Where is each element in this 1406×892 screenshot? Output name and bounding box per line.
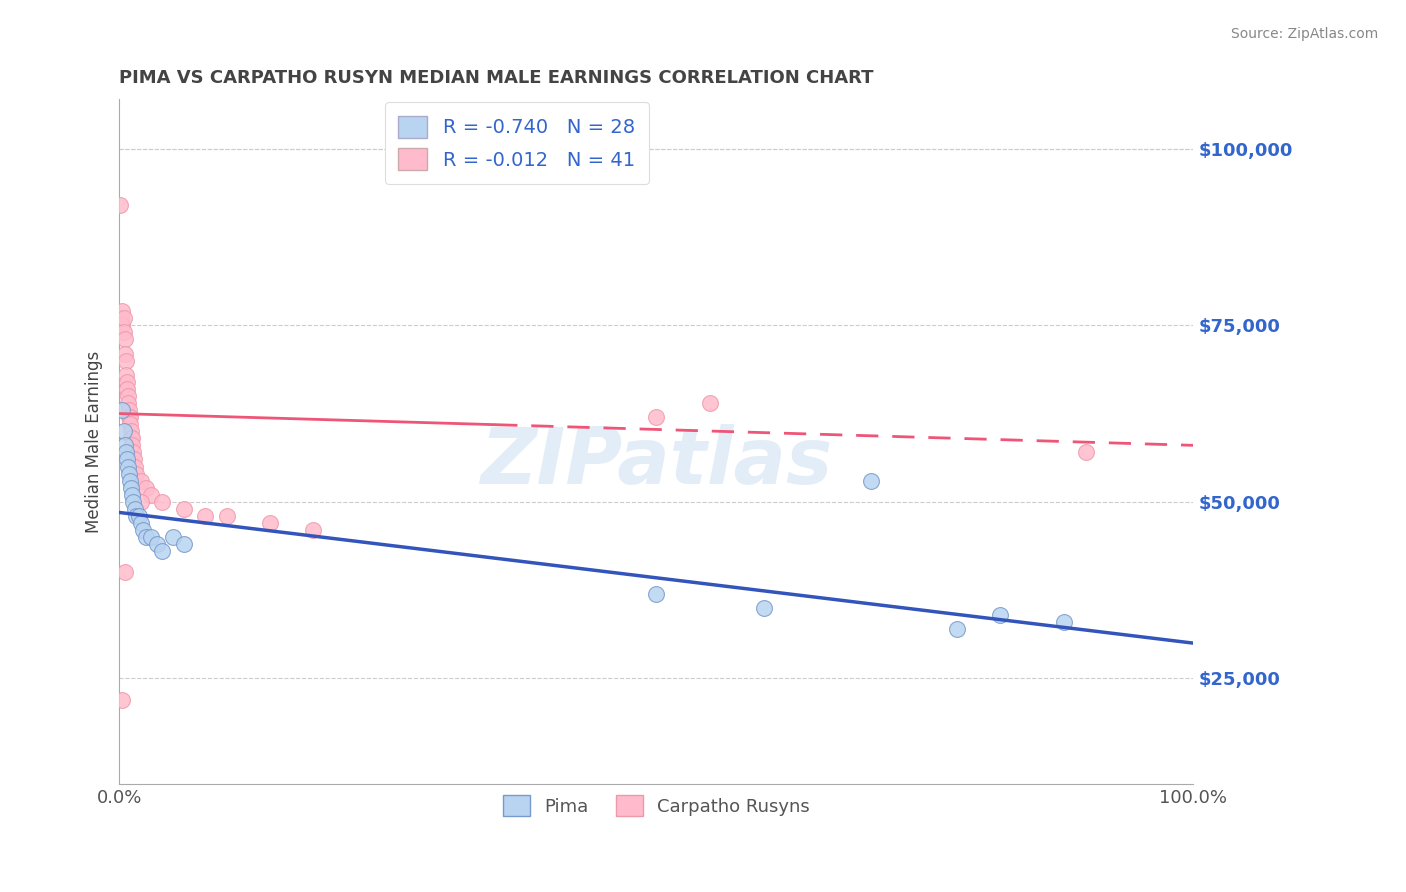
Point xyxy=(946,622,969,636)
Text: PIMA VS CARPATHO RUSYN MEDIAN MALE EARNINGS CORRELATION CHART: PIMA VS CARPATHO RUSYN MEDIAN MALE EARNI… xyxy=(120,69,873,87)
Point xyxy=(118,403,141,417)
Point xyxy=(125,467,148,481)
Point xyxy=(114,353,136,368)
Point xyxy=(115,375,138,389)
Point xyxy=(118,467,141,481)
Point xyxy=(114,445,136,459)
Point xyxy=(114,438,136,452)
Point xyxy=(141,488,163,502)
Point xyxy=(141,530,163,544)
Point xyxy=(121,438,143,452)
Point xyxy=(110,311,132,326)
Point xyxy=(146,537,169,551)
Point xyxy=(122,495,145,509)
Point xyxy=(125,508,148,523)
Point xyxy=(115,382,138,396)
Point xyxy=(259,516,281,530)
Point xyxy=(111,304,134,318)
Point xyxy=(215,508,238,523)
Point xyxy=(121,488,143,502)
Point xyxy=(122,445,145,459)
Point xyxy=(117,396,139,410)
Point xyxy=(301,523,323,537)
Point xyxy=(645,587,668,601)
Point xyxy=(115,452,138,467)
Y-axis label: Median Male Earnings: Median Male Earnings xyxy=(86,351,103,533)
Point xyxy=(129,495,152,509)
Text: Source: ZipAtlas.com: Source: ZipAtlas.com xyxy=(1230,27,1378,41)
Point xyxy=(111,403,134,417)
Point xyxy=(173,537,195,551)
Point xyxy=(135,530,157,544)
Point xyxy=(112,424,135,438)
Point xyxy=(699,396,721,410)
Point xyxy=(112,311,135,326)
Point xyxy=(124,452,146,467)
Point xyxy=(162,530,184,544)
Point xyxy=(120,431,142,445)
Point xyxy=(118,410,141,425)
Point xyxy=(752,600,775,615)
Point xyxy=(135,481,157,495)
Point xyxy=(121,431,143,445)
Point xyxy=(1053,615,1076,629)
Point xyxy=(124,502,146,516)
Point xyxy=(1074,445,1097,459)
Point xyxy=(112,326,135,340)
Point xyxy=(114,368,136,382)
Point xyxy=(118,474,141,488)
Point xyxy=(645,410,668,425)
Point xyxy=(150,495,173,509)
Point xyxy=(150,544,173,558)
Text: ZIPatlas: ZIPatlas xyxy=(481,425,832,500)
Point xyxy=(118,417,141,432)
Point xyxy=(173,502,195,516)
Point xyxy=(117,459,139,474)
Legend: Pima, Carpatho Rusyns: Pima, Carpatho Rusyns xyxy=(495,788,817,823)
Point xyxy=(114,566,136,580)
Point xyxy=(117,389,139,403)
Point xyxy=(111,318,134,333)
Point xyxy=(124,459,146,474)
Point xyxy=(129,474,152,488)
Point xyxy=(988,607,1011,622)
Point xyxy=(120,424,142,438)
Point xyxy=(860,474,883,488)
Point xyxy=(114,332,136,346)
Point xyxy=(120,481,142,495)
Point xyxy=(114,346,136,360)
Point xyxy=(110,198,132,212)
Point xyxy=(111,692,134,706)
Point xyxy=(128,508,150,523)
Point xyxy=(129,516,152,530)
Point xyxy=(194,508,217,523)
Point xyxy=(118,410,141,425)
Point xyxy=(132,523,155,537)
